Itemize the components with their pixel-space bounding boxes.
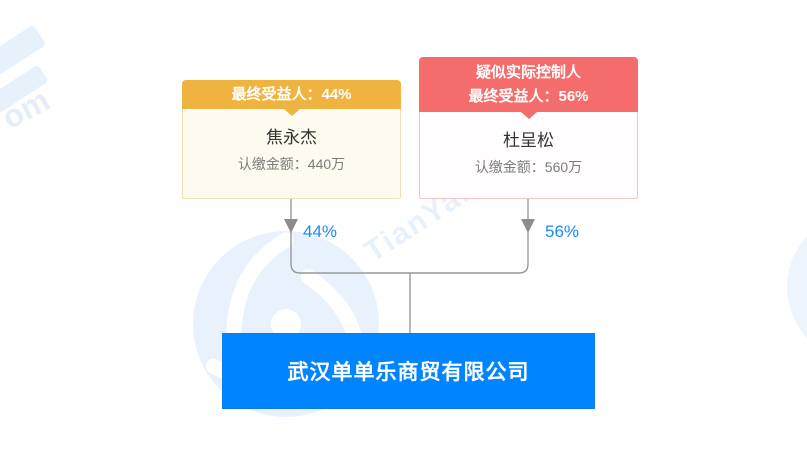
shareholder-card-body: 焦永杰 认缴金额：440万 (182, 109, 401, 199)
ownership-percent-label: 44% (303, 222, 338, 241)
beneficiary-badge-header: 最终受益人：44% (182, 80, 401, 116)
shareholder-name: 焦永杰 (266, 128, 317, 147)
shareholder-card-body: 杜呈松 认缴金额：560万 (419, 112, 638, 199)
shareholder-node-right[interactable]: 疑似实际控制人 最终受益人：56% 杜呈松 认缴金额：560万 (419, 57, 638, 199)
badge-label: 最终受益人：56% (468, 87, 589, 105)
subscribed-amount: 认缴金额：440万 (237, 156, 346, 172)
arrow-down-icon (284, 219, 298, 233)
pointer-triangle (283, 109, 300, 116)
arrow-down-icon (521, 219, 535, 233)
ownership-percent-label: 56% (545, 222, 580, 241)
shareholder-node-left[interactable]: 最终受益人：44% 焦永杰 认缴金额：440万 (182, 80, 401, 199)
pointer-triangle (520, 112, 537, 119)
badge-label: 疑似实际控制人 (475, 63, 581, 81)
company-name: 武汉单单乐商贸有限公司 (287, 361, 530, 384)
subscribed-amount: 认缴金额：560万 (474, 159, 583, 175)
company-node[interactable]: 武汉单单乐商贸有限公司 (222, 333, 595, 409)
shareholder-name: 杜呈松 (503, 131, 554, 150)
actual-controller-badge-header: 疑似实际控制人 最终受益人：56% (419, 57, 638, 119)
badge-label: 最终受益人：44% (231, 85, 352, 103)
